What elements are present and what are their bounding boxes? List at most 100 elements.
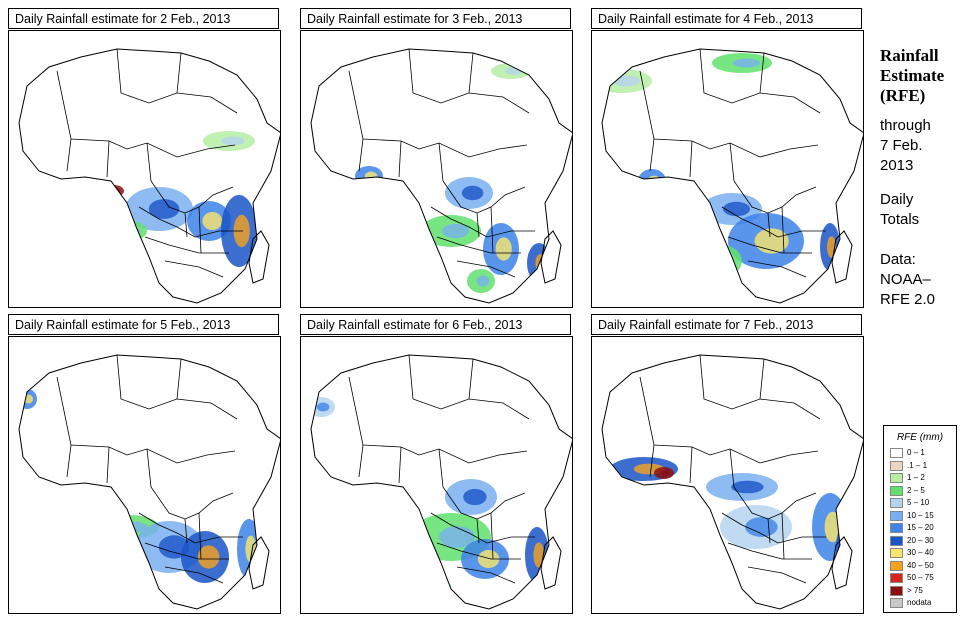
country-border — [767, 518, 771, 544]
country-border — [468, 398, 530, 420]
country-border — [456, 566, 516, 584]
country-border — [476, 212, 480, 238]
legend-label: > 75 — [907, 585, 923, 595]
rain-core — [661, 470, 670, 476]
rain-core — [463, 488, 487, 506]
country-border — [358, 138, 364, 172]
country-border — [649, 444, 655, 478]
panel-title: Daily Rainfall estimate for 5 Feb., 2013 — [8, 314, 279, 335]
rain-area — [836, 529, 848, 565]
country-border — [699, 354, 765, 410]
legend-label: 40 – 50 — [907, 560, 934, 570]
madagascar-outline — [248, 230, 270, 284]
rain-core — [745, 517, 778, 537]
legend-swatch — [890, 523, 903, 533]
legend-title: RFE (mm) — [896, 432, 944, 443]
africa-map — [18, 48, 280, 304]
rain-core — [609, 493, 618, 501]
country-border — [106, 140, 110, 178]
rain-core — [117, 574, 129, 592]
rain-area — [109, 565, 133, 601]
rain-core — [202, 212, 223, 230]
country-border — [164, 566, 224, 584]
country-border — [490, 206, 494, 254]
legend-label: 5 – 10 — [907, 498, 930, 507]
legend-label: 1 – 2 — [907, 473, 925, 482]
rain-area — [411, 577, 451, 597]
rain-core — [840, 538, 846, 556]
country-border — [144, 542, 229, 560]
coastline — [601, 48, 863, 304]
country-border — [348, 70, 528, 158]
legend-label: 30 – 40 — [907, 548, 934, 557]
map-panel-feb-6: Daily Rainfall estimate for 6 Feb., 2013 — [300, 314, 573, 614]
rain-core — [425, 582, 443, 592]
country-border — [144, 236, 229, 254]
rainfall-map — [8, 30, 281, 308]
country-border — [56, 376, 236, 464]
madagascar-outline — [831, 536, 853, 590]
country-border — [781, 512, 785, 560]
country-border — [430, 206, 535, 238]
rain-area — [111, 221, 147, 241]
country-border — [436, 542, 521, 560]
rain-core — [733, 58, 760, 68]
country-border — [639, 70, 819, 158]
africa-map — [310, 354, 572, 610]
country-border — [116, 48, 182, 104]
rain-core — [647, 175, 661, 187]
legend-swatch — [890, 498, 903, 508]
legend-label: nodata — [907, 598, 932, 607]
madagascar-outline — [540, 536, 562, 590]
panel-title: Daily Rainfall estimate for 4 Feb., 2013 — [591, 8, 862, 29]
country-border — [198, 206, 202, 254]
rain-core — [723, 201, 750, 217]
legend-label: 2 – 5 — [907, 485, 925, 495]
map-panel-feb-2: Daily Rainfall estimate for 2 Feb., 2013 — [8, 8, 281, 308]
sidebar-totals: Daily Totals — [880, 190, 966, 230]
country-border — [66, 138, 72, 172]
africa-map — [601, 354, 863, 610]
rain-area — [638, 169, 666, 193]
legend-label: .1 – 1 — [907, 460, 928, 470]
rainfall-map — [300, 336, 573, 614]
country-border — [358, 444, 364, 478]
country-border — [430, 512, 535, 544]
country-border — [759, 398, 821, 420]
country-border — [689, 446, 693, 484]
rainfall-map — [300, 30, 573, 308]
madagascar-outline — [540, 230, 562, 284]
rain-core — [476, 275, 490, 287]
country-border — [747, 260, 807, 278]
country-border — [408, 48, 474, 104]
panel-title: Daily Rainfall estimate for 6 Feb., 2013 — [300, 314, 571, 335]
legend-swatch — [890, 598, 903, 608]
country-border — [639, 376, 819, 464]
country-border — [138, 206, 243, 238]
country-border — [184, 518, 188, 544]
text-line: NOAA– — [880, 271, 931, 288]
rainfall-map — [591, 30, 864, 308]
coastline — [601, 354, 863, 610]
rain-core — [495, 237, 512, 261]
sidebar-title: Rainfall Estimate (RFE) — [880, 46, 966, 106]
rain-core — [533, 542, 545, 568]
rain-core — [270, 272, 279, 290]
legend-swatch — [890, 485, 903, 496]
legend-label: 20 – 30 — [907, 535, 934, 545]
country-border — [176, 398, 238, 420]
country-border — [456, 260, 516, 278]
map-panel-feb-7: Daily Rainfall estimate for 7 Feb., 2013 — [591, 314, 864, 614]
coastline — [18, 48, 280, 304]
country-border — [398, 446, 402, 484]
country-border — [398, 140, 402, 178]
legend-swatch — [890, 448, 903, 458]
rainfall-map — [8, 336, 281, 614]
legend-label: 0 – 1 — [907, 448, 925, 457]
legend: RFE (mm) 0 – 1 .1 – 1 1 – 2 2 – 5 5 – 10 10 –… — [883, 425, 957, 613]
madagascar-outline — [248, 536, 270, 590]
panel-title: Daily Rainfall estimate for 7 Feb., 2013 — [591, 314, 862, 335]
panel-title: Daily Rainfall estimate for 2 Feb., 2013 — [8, 8, 279, 29]
madagascar-outline — [831, 230, 853, 284]
map-panel-feb-4: Daily Rainfall estimate for 4 Feb., 2013 — [591, 8, 864, 308]
